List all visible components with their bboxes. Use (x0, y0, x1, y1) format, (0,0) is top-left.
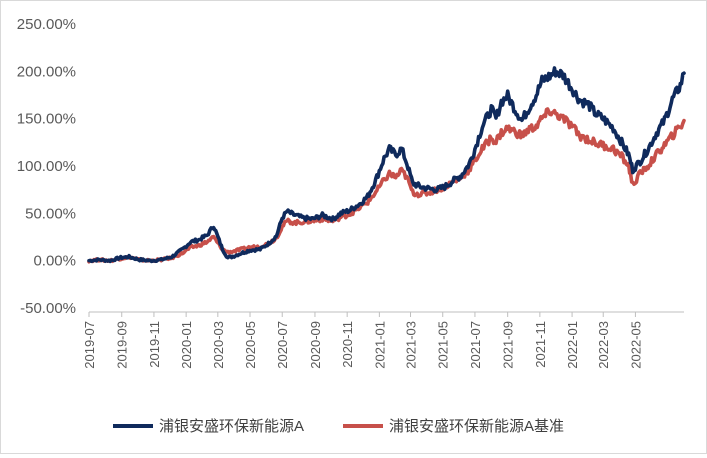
x-tick-label: 2021-05 (436, 321, 451, 369)
x-tick-label: 2021-11 (533, 321, 548, 368)
x-tick-label: 2022-05 (628, 321, 643, 369)
series-layer (87, 66, 686, 264)
x-tick-label: 2021-09 (501, 321, 516, 369)
x-tick-label: 2019-09 (115, 321, 130, 369)
y-tick-label: -50.00% (20, 300, 76, 317)
y-tick-label: 250.00% (17, 16, 76, 33)
series-line-benchmark (87, 107, 686, 264)
x-tick-label: 2020-07 (275, 321, 290, 369)
x-tick-label: 2021-07 (468, 321, 483, 369)
y-tick-label: 0.00% (33, 253, 76, 270)
x-tick-label: 2020-03 (211, 321, 226, 369)
y-tick-label: 150.00% (17, 111, 76, 128)
x-tick-label: 2020-01 (179, 321, 194, 369)
x-tick-label: 2020-11 (340, 321, 355, 368)
x-tick-label: 2020-05 (243, 321, 258, 369)
x-axis: 2019-07 2019-09 2019-11 2020-01 2020-03 2020-… (82, 311, 684, 369)
x-tick-label: 2020-09 (308, 321, 323, 369)
x-tick-label: 2019-11 (147, 321, 162, 368)
x-tick-label: 2021-01 (372, 321, 387, 369)
legend-label: 浦银安盛环保新能源A (159, 418, 304, 435)
x-tick-label: 2022-01 (565, 321, 580, 369)
y-tick-label: 50.00% (25, 205, 76, 222)
x-tick-label: 2022-03 (596, 321, 611, 369)
legend: 浦银安盛环保新能源A 浦银安盛环保新能源A基准 (113, 418, 564, 435)
series-line-fund (87, 66, 686, 264)
y-tick-label: 100.00% (17, 158, 76, 175)
legend-label: 浦银安盛环保新能源A基准 (389, 418, 564, 435)
x-tick-label: 2019-07 (82, 321, 97, 369)
y-tick-label: 200.00% (17, 63, 76, 80)
x-tick-label: 2021-03 (404, 321, 419, 369)
y-axis: -50.00% 0.00% 50.00% 100.00% 150.00% 200.00% 2… (17, 16, 76, 317)
